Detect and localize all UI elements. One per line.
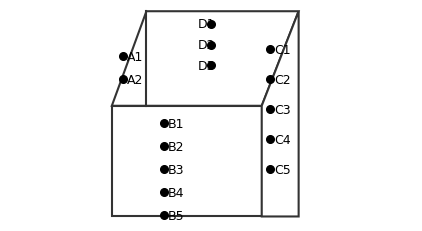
Text: D2: D2 [197,39,215,52]
Text: C2: C2 [274,73,291,86]
Text: C3: C3 [274,103,291,116]
Text: C4: C4 [274,133,291,146]
Text: D3: D3 [197,60,215,73]
Polygon shape [262,12,299,216]
Polygon shape [112,12,299,106]
Text: A1: A1 [127,51,143,64]
Text: B2: B2 [168,140,184,153]
Polygon shape [112,106,262,216]
Text: B3: B3 [168,163,184,176]
Text: D1: D1 [197,18,215,31]
Text: C1: C1 [274,44,291,57]
Text: B4: B4 [168,186,184,199]
Text: A2: A2 [127,73,143,86]
Text: C5: C5 [274,163,291,176]
Text: B5: B5 [168,209,184,222]
Text: B1: B1 [168,117,184,130]
